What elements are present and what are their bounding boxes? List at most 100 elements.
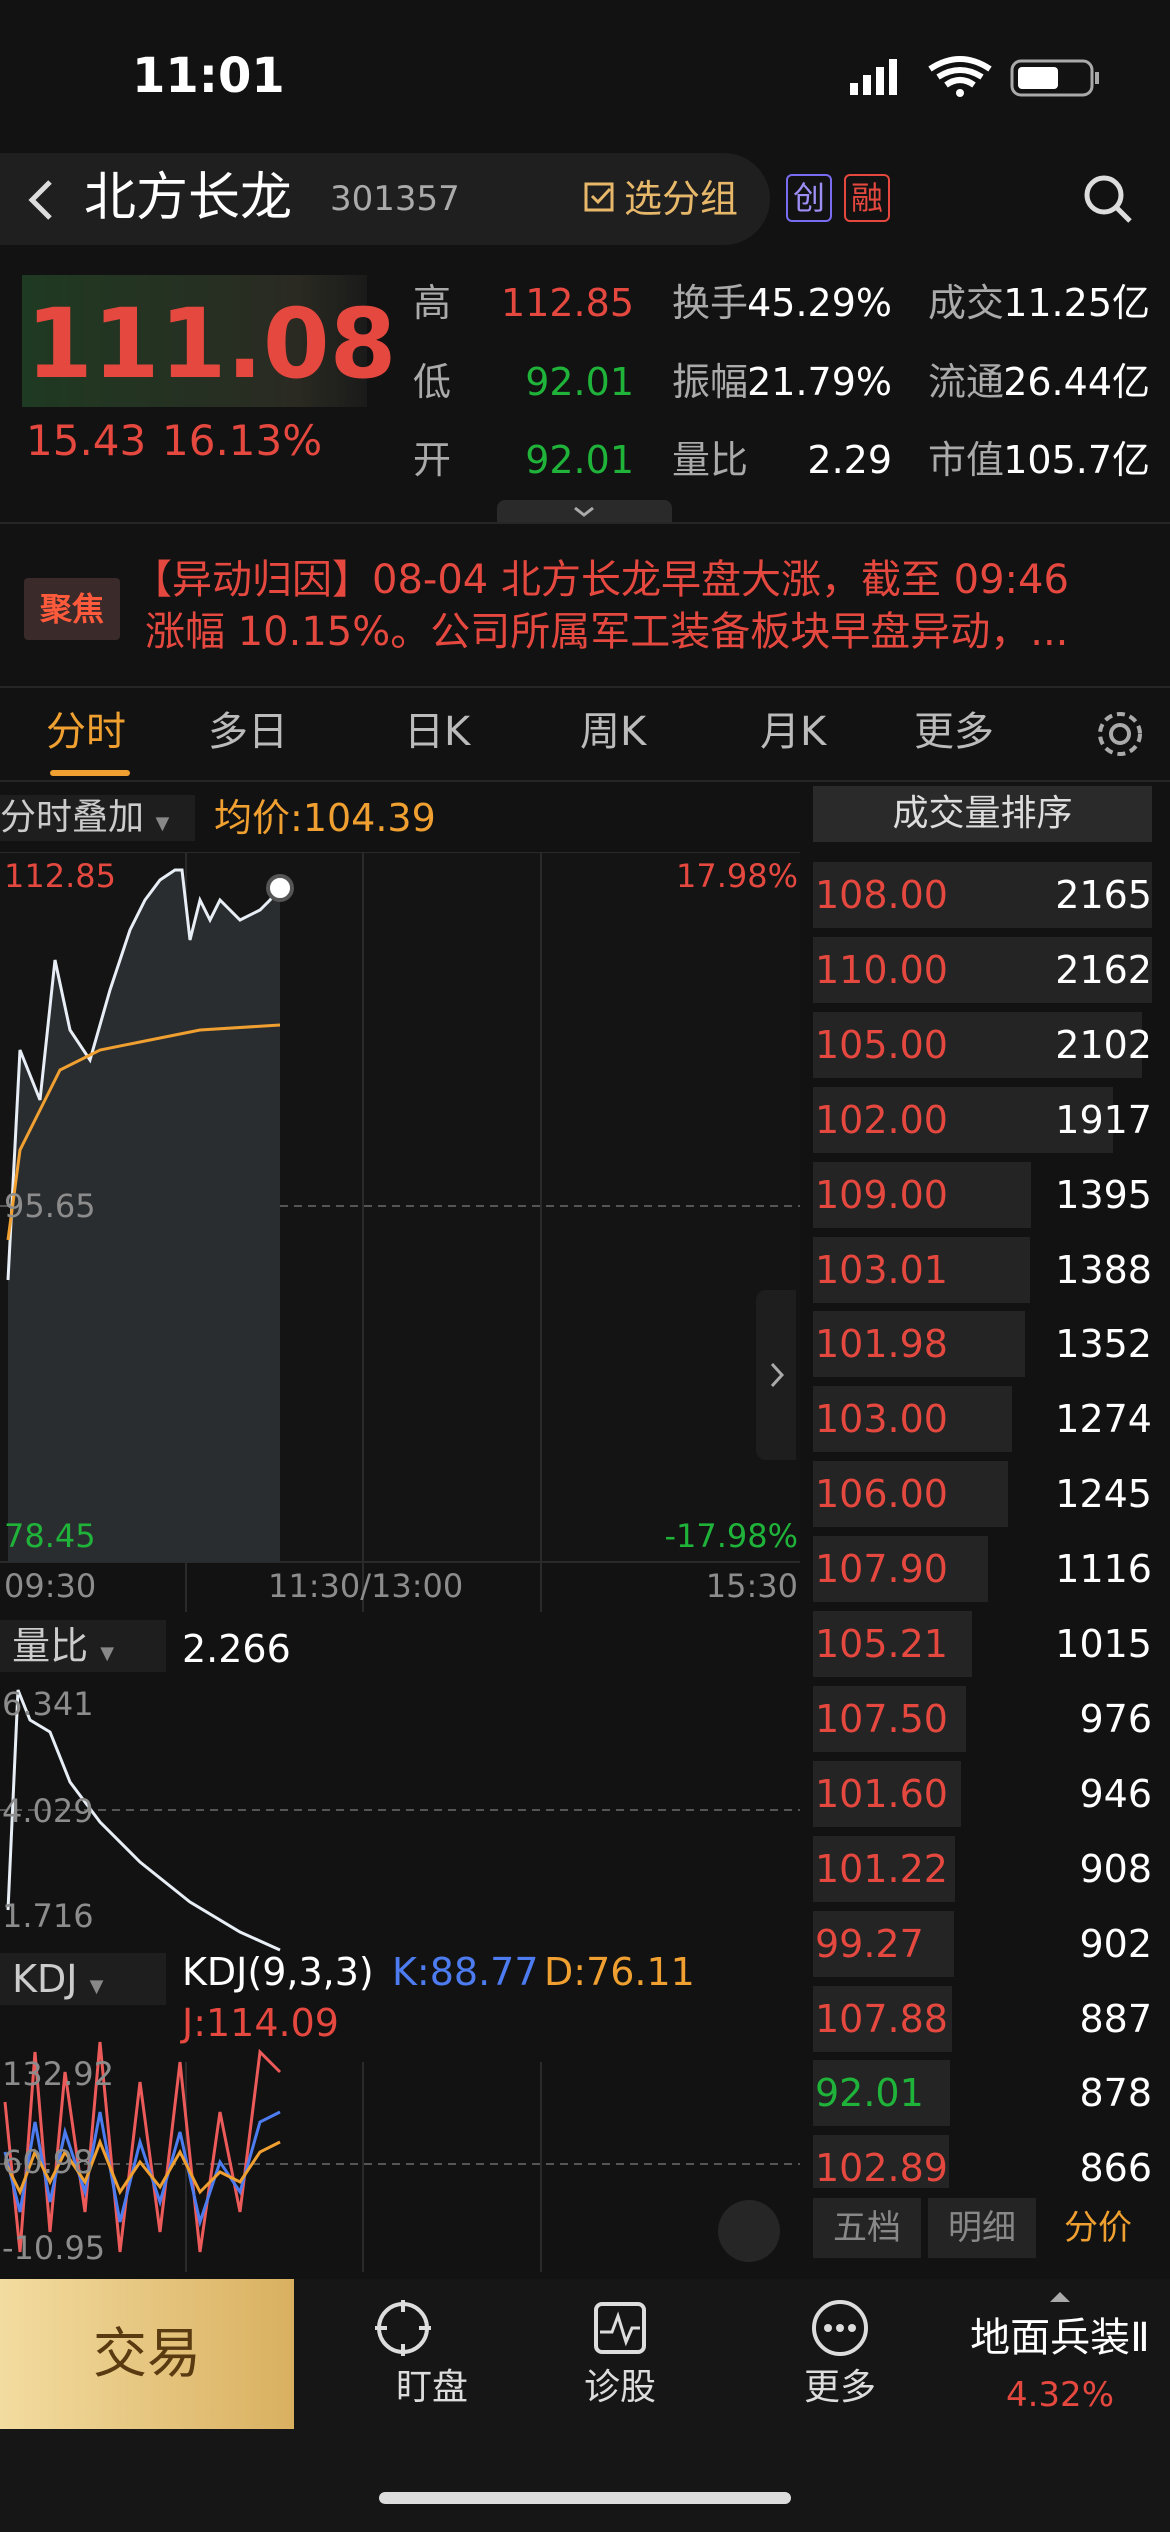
chart-high-pct: 17.98%	[675, 857, 798, 895]
kdj-j: J:114.09	[182, 2001, 339, 2045]
stat-label: 低	[413, 360, 452, 404]
period-tab[interactable]: 分时	[46, 709, 126, 755]
nav-icons	[375, 2300, 868, 2356]
settings-button[interactable]	[1092, 706, 1148, 762]
time-label: 09:30	[4, 1567, 97, 1605]
divider	[0, 522, 1170, 524]
stat-value: 92.01	[525, 360, 634, 404]
avg-value: 104.39	[302, 796, 436, 840]
stat-label: 市值	[928, 438, 1005, 482]
divider	[0, 780, 1170, 782]
row-volume: 1245	[1055, 1472, 1152, 1517]
row-price: 101.60	[815, 1771, 948, 1816]
period-tab[interactable]: 周K	[580, 709, 647, 755]
ranking-tab[interactable]: 五档	[813, 2198, 921, 2258]
kdj-axis: 60.98	[2, 2143, 94, 2181]
stat-label: 换手	[672, 281, 749, 325]
row-price: 107.50	[815, 1696, 948, 1741]
ratio-axis: 6.341	[2, 1685, 94, 1723]
back-button[interactable]	[22, 178, 62, 222]
row-volume: 1352	[1055, 1322, 1152, 1367]
volume-bar	[813, 1386, 1013, 1453]
price-line	[6, 868, 282, 1281]
period-tab[interactable]: 更多	[914, 709, 994, 755]
expand-tab[interactable]	[497, 500, 672, 522]
row-price: 107.88	[815, 1996, 948, 2041]
period-tab[interactable]: 月K	[760, 709, 827, 755]
row-volume: 1116	[1055, 1547, 1152, 1592]
volume-bar	[813, 1910, 955, 1977]
kdj-k: K:88.77	[392, 1950, 539, 1994]
volume-bar	[813, 1461, 1008, 1528]
stat-label: 成交	[928, 281, 1005, 325]
price-area	[8, 870, 280, 1562]
row-price: 99.27	[815, 1921, 924, 1966]
volume-bar	[813, 1011, 1143, 1078]
volume-bar	[813, 862, 1152, 928]
fullscreen-button[interactable]	[718, 2200, 780, 2262]
row-price: 105.00	[815, 1022, 948, 1067]
ranking-title[interactable]: 成交量排序	[813, 786, 1152, 842]
group-icon	[584, 182, 614, 212]
volume-bar	[813, 1835, 956, 1902]
ranking-tab[interactable]: 明细	[928, 2198, 1036, 2258]
nav-item[interactable]: 盯盘	[395, 2367, 468, 2408]
stat-value: 105.7亿	[1003, 438, 1150, 482]
last-point	[266, 874, 294, 902]
ratio-axis: 1.716	[2, 1897, 94, 1935]
badge: 融	[844, 174, 890, 222]
volume-bar	[813, 1611, 972, 1677]
row-price: 101.98	[815, 1322, 948, 1367]
ratio-label: 量比	[12, 1624, 89, 1668]
row-volume: 887	[1079, 1996, 1152, 2041]
trade-button[interactable]: 交易	[0, 2279, 294, 2429]
ratio-button[interactable]: 量比 ▼	[0, 1620, 166, 1672]
kdj-d: D:76.11	[544, 1950, 695, 1994]
period-tab[interactable]: 多日	[208, 709, 288, 755]
nav-item[interactable]: 更多	[803, 2367, 876, 2408]
volume-bar	[813, 1685, 966, 1752]
ratio-line	[6, 1689, 281, 1952]
stock-name: 北方长龙	[84, 168, 293, 228]
avg-label: 均价:	[214, 796, 303, 840]
row-volume: 2162	[1055, 947, 1152, 992]
kdj-button[interactable]: KDJ ▼	[0, 1953, 166, 2005]
row-volume: 902	[1079, 1921, 1152, 1966]
group-button[interactable]: 选分组	[624, 177, 739, 221]
tab-indicator	[50, 770, 130, 776]
row-price: 92.01	[815, 2071, 924, 2116]
news-line[interactable]: 涨幅 10.15%。公司所属军工装备板块早盘异动，...	[145, 609, 1069, 655]
row-price: 103.01	[815, 1247, 948, 1292]
stat-label: 振幅	[672, 360, 749, 404]
sector-change: 4.32%	[1005, 2375, 1114, 2415]
overlay-button[interactable]: 分时叠加 ▼	[0, 795, 195, 841]
period-tab[interactable]: 日K	[404, 709, 471, 755]
status-icons	[850, 56, 1099, 97]
kdj-axis: 132.92	[2, 2055, 114, 2093]
kdj-axis: -10.95	[2, 2229, 106, 2267]
row-price: 103.00	[815, 1397, 948, 1442]
avg-line	[6, 1023, 281, 1241]
ratio-axis: 4.029	[2, 1792, 94, 1830]
row-price: 110.00	[815, 947, 948, 992]
divider	[0, 686, 1170, 688]
badge: 创	[786, 174, 832, 222]
time-label: 11:30/13:00	[268, 1567, 464, 1605]
row-volume: 866	[1079, 2146, 1152, 2188]
news-line[interactable]: 【异动归因】08-04 北方长龙早盘大涨，截至 09:46	[132, 557, 1069, 603]
search-button[interactable]	[1082, 173, 1134, 225]
last-price: 111.08	[26, 288, 397, 400]
row-volume: 878	[1079, 2071, 1152, 2116]
row-price: 102.00	[815, 1097, 948, 1142]
stat-value: 21.79%	[747, 360, 892, 404]
row-price: 107.90	[815, 1547, 948, 1592]
sector-name[interactable]: 地面兵装Ⅱ	[970, 2315, 1150, 2361]
ratio-value: 2.266	[182, 1627, 291, 1671]
panel-handle[interactable]	[756, 1290, 796, 1460]
ranking-tab[interactable]: 分价	[1064, 2208, 1132, 2248]
ranking-list: 108.00 2165 110.00 2162 105.00 2102 102.00 1917…	[813, 858, 1158, 2188]
volume-bar	[813, 2135, 949, 2188]
nav-item[interactable]: 诊股	[583, 2367, 656, 2408]
stat-value: 11.25亿	[1003, 281, 1150, 325]
